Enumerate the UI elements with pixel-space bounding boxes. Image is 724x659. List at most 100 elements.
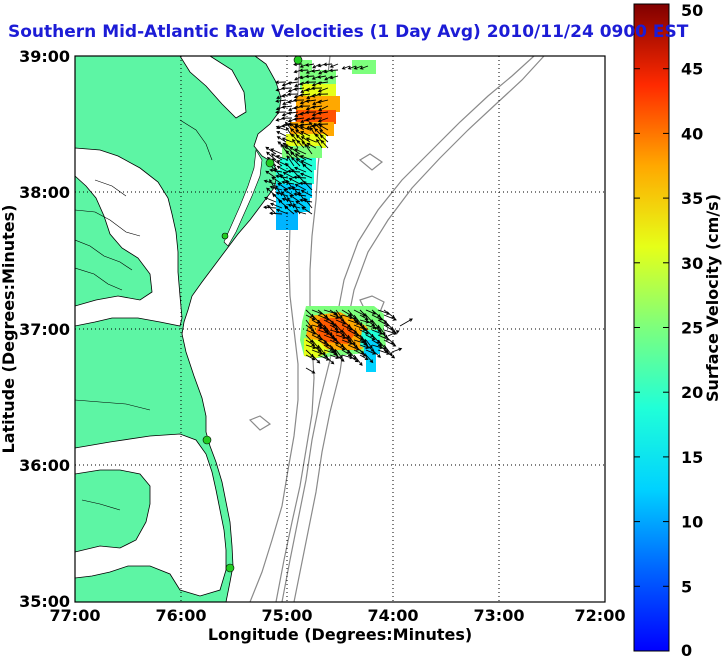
y-tick-label: 37:00	[19, 320, 70, 339]
x-tick-label: 76:00	[156, 606, 207, 625]
colorbar-tick-label: 20	[681, 383, 703, 402]
velocity-arrow	[284, 205, 295, 215]
velocity-arrow	[311, 339, 320, 350]
velocity-arrow	[281, 111, 293, 117]
colorbar-tick-label: 40	[681, 124, 703, 143]
velocity-arrow	[329, 354, 340, 359]
velocity-arrow	[311, 81, 323, 87]
velocity-arrow	[311, 105, 323, 109]
colorbar-tick-label: 50	[681, 1, 703, 20]
map-gridlines	[75, 56, 605, 602]
velocity-arrow	[319, 134, 329, 143]
velocity-arrow	[317, 92, 329, 97]
velocity-arrow	[359, 349, 368, 358]
velocity-arrow	[292, 138, 299, 149]
velocity-arrow	[329, 319, 338, 328]
velocity-arrow	[276, 208, 289, 215]
velocity-arrow	[288, 177, 301, 185]
velocity-arrow	[276, 131, 287, 137]
velocity-arrow	[300, 136, 311, 143]
velocity-arrow	[264, 196, 277, 203]
velocity-arrow	[295, 129, 305, 137]
velocity-arrow	[299, 99, 311, 105]
x-tick-label: 74:00	[368, 606, 419, 625]
velocity-arrow	[383, 339, 397, 347]
velocity-arrow	[276, 136, 287, 143]
velocity-arrow	[305, 80, 317, 85]
colorbar-tick-label: 5	[681, 577, 692, 596]
map-title: Southern Mid-Atlantic Raw Velocities (1 …	[8, 22, 689, 42]
x-tick-label: 73:00	[474, 606, 525, 625]
velocity-arrow	[276, 165, 289, 173]
x-tick-label: 75:00	[262, 606, 313, 625]
velocity-arrow	[335, 344, 346, 351]
velocity-arrow	[304, 197, 313, 209]
velocity-arrow	[265, 170, 277, 179]
velocity-arrow	[305, 367, 316, 374]
velocity-arrow	[317, 117, 329, 123]
colorbar-tick-label: 10	[681, 513, 703, 532]
y-tick-label: 38:00	[19, 183, 70, 202]
velocity-arrow	[285, 126, 293, 137]
velocity-arrow	[311, 69, 321, 73]
velocity-arrow	[294, 124, 305, 131]
velocity-arrow	[301, 206, 313, 215]
velocity-arrow	[295, 134, 305, 143]
velocity-arrow	[312, 63, 321, 69]
velocity-arrow	[329, 344, 337, 353]
velocity-arrow	[323, 62, 333, 67]
velocity-arrow	[270, 202, 283, 209]
velocity-arrow	[299, 68, 309, 73]
x-tick-labels: 77:00 76:00 75:00 74:00 73:00 72:00	[50, 606, 626, 625]
velocity-arrow	[270, 153, 283, 161]
colorbar-label: Surface Velocity (cm/s)	[703, 194, 722, 402]
velocity-arrow	[294, 166, 307, 173]
velocity-arrow	[371, 319, 380, 330]
velocity-arrow	[347, 65, 357, 70]
velocity-arrow	[329, 68, 339, 73]
velocity-arrow	[365, 354, 374, 364]
velocity-arrow	[281, 116, 293, 121]
velocity-arrow	[335, 349, 343, 359]
velocity-arrow	[335, 319, 347, 325]
velocity-arrow	[290, 128, 299, 137]
station-marker	[225, 563, 235, 573]
velocity-arrow	[291, 156, 301, 167]
velocity-arrow	[275, 155, 289, 161]
velocity-arrow	[365, 334, 376, 341]
velocity-arrow	[299, 104, 311, 109]
velocity-arrow	[323, 354, 335, 365]
velocity-arrow	[399, 318, 413, 327]
velocity-arrow	[300, 189, 313, 197]
velocity-arrow	[304, 143, 313, 155]
velocity-arrow	[359, 309, 368, 318]
velocity-arrow	[318, 105, 329, 111]
velocity-arrow	[305, 63, 315, 67]
colorbar-tick-label: 25	[681, 319, 703, 338]
velocity-arrow	[269, 211, 283, 216]
velocity-arrow	[281, 81, 293, 87]
velocity-arrow	[294, 148, 307, 155]
velocity-arrow	[353, 65, 363, 70]
x-axis-label: Longitude (Degrees:Minutes)	[208, 625, 472, 644]
velocity-arrow	[359, 65, 369, 70]
velocity-arrow	[359, 314, 369, 320]
velocity-arrow	[347, 354, 359, 363]
velocity-arrow	[293, 209, 307, 215]
velocity-arrow	[311, 111, 323, 117]
velocity-arrow	[311, 86, 323, 91]
velocity-arrow	[277, 182, 289, 191]
velocity-arrow	[275, 125, 287, 131]
x-tick-label: 72:00	[575, 606, 626, 625]
velocity-arrow	[359, 344, 370, 349]
velocity-arrow	[329, 314, 340, 319]
velocity-arrow	[305, 354, 316, 361]
velocity-arrow	[335, 309, 343, 319]
velocity-arrow	[294, 75, 303, 81]
velocity-arrow	[299, 93, 311, 97]
velocity-arrow	[387, 330, 400, 337]
colorbar-ticks: 0 5 10 15 20 25 30 35 40 45 50	[634, 1, 703, 659]
velocity-arrow	[318, 69, 327, 75]
velocity-arrow	[281, 105, 293, 109]
velocity-arrow	[300, 160, 313, 167]
